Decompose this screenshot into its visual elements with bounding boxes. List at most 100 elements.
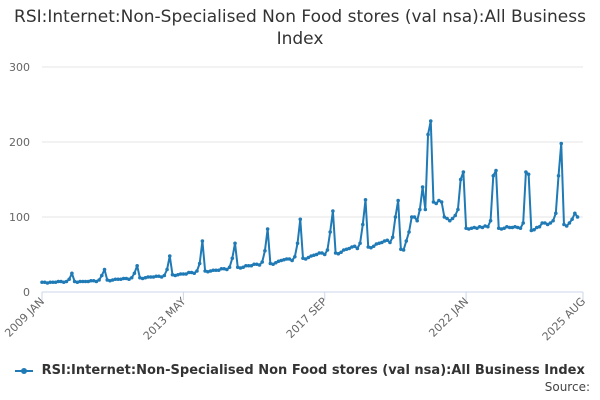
data-point xyxy=(317,251,322,255)
data-point xyxy=(265,227,270,231)
data-point xyxy=(380,240,384,245)
data-point xyxy=(496,226,501,231)
data-point xyxy=(235,265,240,270)
data-point xyxy=(518,226,523,231)
data-point xyxy=(480,225,485,230)
source-label: Source: xyxy=(544,380,590,394)
data-point xyxy=(336,251,341,256)
data-point xyxy=(59,279,63,284)
data-point xyxy=(499,227,504,231)
data-point xyxy=(146,275,150,279)
data-point xyxy=(257,263,262,267)
data-point xyxy=(371,244,376,249)
data-point xyxy=(360,222,365,227)
data-point xyxy=(138,275,142,280)
data-point xyxy=(178,272,183,276)
data-point xyxy=(513,224,517,229)
data-point xyxy=(83,279,88,284)
data-point xyxy=(102,267,107,272)
data-point xyxy=(279,258,284,263)
series-line-path xyxy=(42,120,579,284)
data-point xyxy=(290,258,294,263)
data-point xyxy=(562,222,566,227)
data-point xyxy=(276,259,281,264)
data-point xyxy=(464,226,468,231)
data-point xyxy=(219,266,224,271)
data-point xyxy=(227,265,232,270)
data-point xyxy=(396,198,400,203)
data-point xyxy=(241,265,245,270)
data-point xyxy=(545,222,550,227)
data-point xyxy=(233,241,237,246)
x-tick-label: 2017 SEP xyxy=(284,295,330,341)
data-point xyxy=(543,221,547,225)
data-point xyxy=(450,216,455,221)
data-point xyxy=(328,230,332,234)
data-point xyxy=(252,262,256,267)
data-point xyxy=(331,209,335,213)
data-point xyxy=(208,269,213,273)
data-point xyxy=(282,257,286,262)
series-line xyxy=(40,119,580,285)
legend[interactable]: RSI:Internet:Non-Specialised Non Food st… xyxy=(0,363,600,378)
data-point xyxy=(461,170,466,174)
data-point xyxy=(119,277,123,282)
data-point xyxy=(195,269,199,273)
data-point xyxy=(40,280,44,285)
data-point xyxy=(214,268,218,273)
data-point xyxy=(475,226,479,231)
data-point xyxy=(554,211,558,216)
data-point xyxy=(238,266,243,270)
data-point xyxy=(423,207,428,212)
data-point xyxy=(184,272,188,276)
data-point xyxy=(170,272,175,277)
data-point xyxy=(358,241,362,246)
data-point xyxy=(382,239,387,243)
data-point xyxy=(344,247,349,252)
data-point xyxy=(524,170,528,174)
data-point xyxy=(271,262,275,267)
data-point xyxy=(48,280,52,285)
data-point xyxy=(467,227,471,231)
data-point xyxy=(129,275,134,280)
data-point xyxy=(486,224,490,229)
data-point xyxy=(260,260,265,264)
data-point xyxy=(309,254,313,258)
data-point xyxy=(53,280,58,285)
data-point xyxy=(502,226,506,231)
data-point xyxy=(254,262,259,267)
data-point xyxy=(404,239,409,243)
data-point xyxy=(197,261,202,266)
data-point xyxy=(415,218,419,223)
y-axis-ticks: 0 100 200 300 xyxy=(9,61,30,299)
data-point xyxy=(567,221,572,225)
data-point xyxy=(374,242,379,246)
data-point xyxy=(165,267,169,272)
data-point xyxy=(385,238,390,243)
data-point xyxy=(564,224,569,228)
data-point xyxy=(127,277,131,282)
data-point xyxy=(369,245,373,250)
data-point xyxy=(230,256,235,261)
data-point xyxy=(494,168,498,173)
data-point xyxy=(575,215,580,219)
data-point xyxy=(105,278,110,282)
data-point xyxy=(140,276,145,281)
data-point xyxy=(401,248,406,252)
data-point xyxy=(322,252,327,257)
y-tick-label: 100 xyxy=(9,211,30,224)
gridlines xyxy=(42,66,583,218)
data-point xyxy=(143,275,148,280)
data-point xyxy=(284,257,289,261)
data-point xyxy=(529,228,534,233)
data-point xyxy=(339,250,343,255)
x-tick-label: 2013 MAY xyxy=(141,295,189,343)
data-point xyxy=(483,224,487,228)
data-point xyxy=(477,224,482,229)
data-point xyxy=(409,215,414,219)
x-axis: 2009 JAN 2013 MAY 2017 SEP 2022 JAN 2025 AUG xyxy=(2,291,588,343)
data-point xyxy=(355,246,360,251)
data-point xyxy=(67,277,71,282)
data-point xyxy=(203,269,207,273)
